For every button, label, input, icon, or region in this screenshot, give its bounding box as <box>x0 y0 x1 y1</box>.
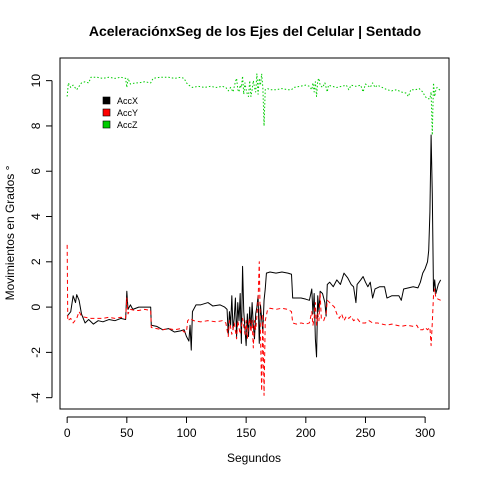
legend: AccX AccY AccZ <box>102 96 138 130</box>
y-tick-label: 10 <box>29 74 43 88</box>
y-tick-label: 4 <box>29 213 43 220</box>
x-tick-label: 300 <box>415 426 435 440</box>
y-axis-label: Movimientos en Grados ° <box>3 165 17 300</box>
x-tick-label: 0 <box>64 426 71 440</box>
x-tick-label: 250 <box>355 426 375 440</box>
legend-swatch-accz <box>102 120 111 129</box>
legend-swatch-accx <box>102 96 111 105</box>
series-line-accx <box>66 134 442 358</box>
y-tick-label: 8 <box>29 122 43 129</box>
legend-label: AccY <box>117 108 138 118</box>
x-axis-label: Segundos <box>227 451 281 465</box>
x-tick-label: 200 <box>296 426 316 440</box>
legend-label: AccX <box>117 96 138 106</box>
legend-swatch-accy <box>102 108 111 117</box>
x-tick-label: 150 <box>236 426 256 440</box>
y-tick-label: 0 <box>29 303 43 310</box>
y-tick-label: -4 <box>29 392 43 403</box>
plot-frame <box>59 57 450 410</box>
x-tick-label: 50 <box>120 426 134 440</box>
legend-label: AccZ <box>117 120 138 130</box>
series-line-accz <box>66 73 441 136</box>
y-tick-label: 6 <box>29 168 43 175</box>
chart-title: AceleraciónxSeg de los Ejes del Celular … <box>89 23 421 39</box>
x-tick-label: 100 <box>176 426 196 440</box>
series-line-accy <box>66 244 441 396</box>
y-tick-label: 2 <box>29 258 43 265</box>
y-tick-label: -2 <box>29 347 43 358</box>
